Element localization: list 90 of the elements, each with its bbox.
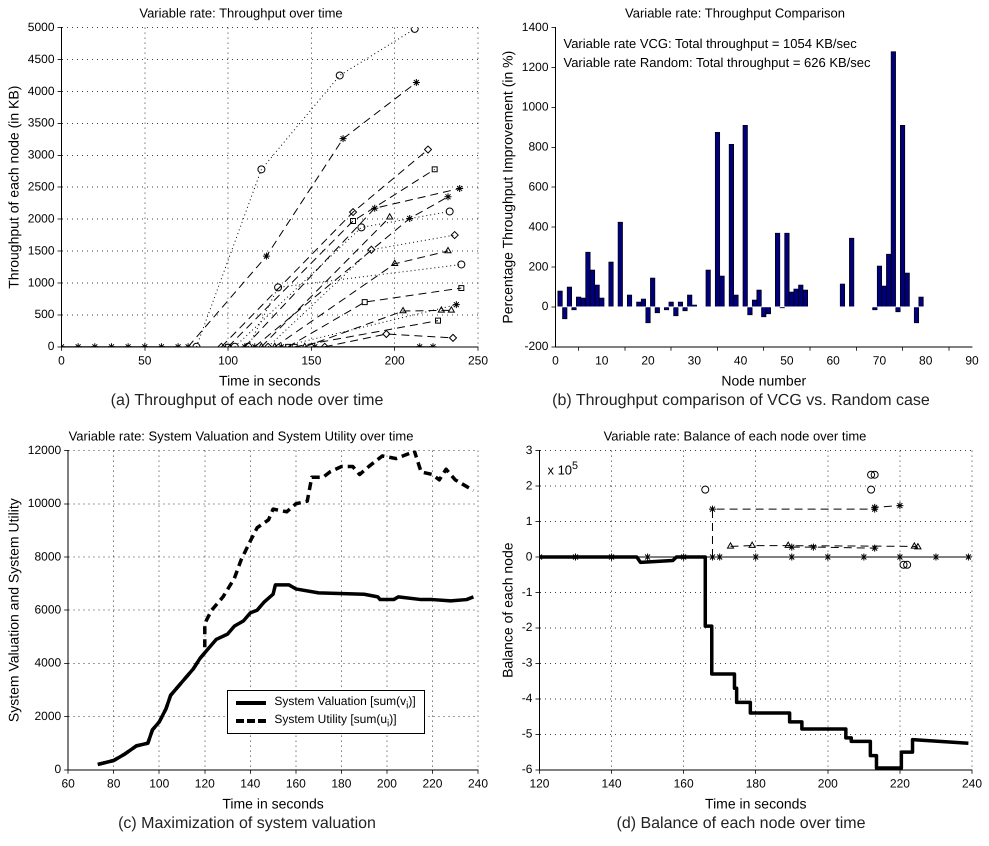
y-tick-label: 0 xyxy=(48,339,55,354)
chart-title: Variable rate: Balance of each node over time xyxy=(604,428,866,444)
x-axis-title: Node number xyxy=(721,372,806,388)
y-tick-label: -2 xyxy=(522,620,533,634)
y-axis-title: Balance of each node xyxy=(499,542,516,678)
text: (a) Throughput of each node over time xyxy=(110,392,384,410)
x-tick-label: 60 xyxy=(61,776,76,790)
y-tick-label: 1000 xyxy=(522,100,549,114)
x-tick-label: 80 xyxy=(919,353,933,368)
y-tick-label: 1200 xyxy=(522,60,549,74)
y-tick-label: -4 xyxy=(522,691,533,706)
y-tick-label: 0 xyxy=(526,549,533,564)
x-tick-label: 160 xyxy=(674,776,694,790)
x-tick-label: 50 xyxy=(138,353,152,368)
y-tick-label: 1 xyxy=(526,514,533,528)
y-tick-label: 8000 xyxy=(34,549,62,564)
x-tick-label: 80 xyxy=(107,776,121,790)
x-tick-label: 240 xyxy=(468,776,488,790)
x-axis-title: Time in seconds xyxy=(222,795,324,812)
y-tick-label: 800 xyxy=(528,140,549,154)
legend-label: System Utility [sum(u$_{i}$)] xyxy=(274,712,397,730)
y-tick-label: 2 xyxy=(526,478,533,492)
x-tick-label: 200 xyxy=(818,776,838,790)
chart-title: Variable rate: System Valuation and System Utility over time xyxy=(68,428,414,444)
x-axis-title: Time in seconds xyxy=(219,372,320,388)
x-tick-label: 160 xyxy=(286,776,306,790)
x-tick-label: 200 xyxy=(384,353,406,368)
x-tick-label: 180 xyxy=(331,776,352,790)
y-tick-label: 500 xyxy=(34,307,55,322)
y-tick-label: 3500 xyxy=(28,116,55,130)
y-tick-label: 4000 xyxy=(28,84,55,98)
y-axis-title: Percentage Throughput Improvement (in %) xyxy=(499,50,516,324)
x-axis-title: Time in seconds xyxy=(705,795,806,812)
y-tick-label: -3 xyxy=(522,656,533,670)
x-tick-label: 100 xyxy=(218,353,238,368)
x-tick-label: 180 xyxy=(746,776,766,790)
x-tick-label: 10 xyxy=(595,353,609,368)
annotation: Variable rate VCG: Total throughput = 1054 KB/sec xyxy=(563,34,858,53)
x-tick-label: 100 xyxy=(149,776,170,790)
y-tick-label: 1000 xyxy=(28,275,55,290)
x-tick-label: 200 xyxy=(376,776,398,790)
x-tick-label: 140 xyxy=(240,776,261,790)
annotation: Variable rate Random: Total throughput = 626 KB/sec xyxy=(563,54,871,72)
y-tick-label: 600 xyxy=(528,180,549,194)
y-tick-label: 400 xyxy=(528,219,549,234)
y-tick-label: 12000 xyxy=(28,442,62,457)
y-tick-label: 3000 xyxy=(28,148,55,162)
x-tick-label: 120 xyxy=(529,776,550,790)
y-tick-label: 5000 xyxy=(28,20,55,34)
chart-title: Variable rate: Throughput Comparison xyxy=(625,5,845,20)
y-tick-label: -6 xyxy=(522,762,533,776)
text: (b) Throughput comparison of VCG vs. Random case xyxy=(551,392,931,410)
x-tick-label: 30 xyxy=(688,353,702,368)
y-tick-label: 0 xyxy=(54,762,62,776)
annotation: x 10$^{5}$ xyxy=(547,458,578,479)
x-tick-label: 50 xyxy=(780,353,794,368)
y-tick-label: 0 xyxy=(542,299,549,314)
y-tick-label: 1400 xyxy=(522,20,549,34)
y-tick-label: -5 xyxy=(522,726,533,741)
y-tick-label: 4500 xyxy=(28,52,55,66)
x-tick-label: 60 xyxy=(826,353,840,368)
x-tick-label: 240 xyxy=(962,776,982,790)
x-tick-label: 0 xyxy=(552,353,560,368)
y-axis-title: Throughput of each node (in KB) xyxy=(5,86,22,289)
y-tick-label: -200 xyxy=(524,339,549,354)
x-tick-label: 150 xyxy=(301,353,322,368)
y-tick-label: 2500 xyxy=(28,180,55,194)
chart-title: Variable rate: Throughput over time xyxy=(139,5,343,20)
x-tick-label: 250 xyxy=(468,353,488,368)
text: (d) Balance of each node over time xyxy=(615,815,867,833)
x-tick-label: 120 xyxy=(194,776,216,790)
x-tick-label: 140 xyxy=(602,776,622,790)
x-tick-label: 20 xyxy=(641,353,656,368)
x-tick-label: 220 xyxy=(890,776,910,790)
x-tick-label: 40 xyxy=(734,353,748,368)
y-tick-label: 2000 xyxy=(28,211,55,226)
y-tick-label: 4000 xyxy=(34,656,62,670)
x-tick-label: 220 xyxy=(422,776,443,790)
y-tick-label: 10000 xyxy=(28,496,62,510)
x-tick-label: 70 xyxy=(872,353,886,368)
x-tick-label: 90 xyxy=(965,353,979,368)
y-tick-label: 3 xyxy=(526,442,533,457)
y-tick-label: 1500 xyxy=(28,243,55,258)
y-tick-label: 6000 xyxy=(34,602,62,617)
y-tick-label: 200 xyxy=(528,259,549,274)
y-tick-label: 2000 xyxy=(34,708,62,723)
y-tick-label: -1 xyxy=(522,584,533,599)
text: (c) Maximization of system valuation xyxy=(117,815,377,833)
legend-label: System Valuation [sum(v$_{i}$)] xyxy=(274,694,416,712)
y-axis-title: System Valuation and System Utility xyxy=(5,498,22,722)
